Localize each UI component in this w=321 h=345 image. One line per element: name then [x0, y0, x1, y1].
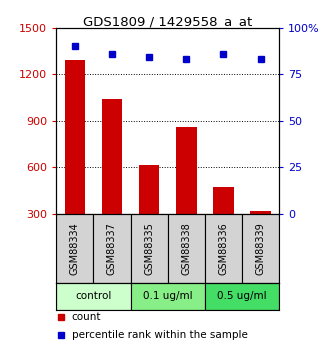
- Bar: [168, 214, 205, 283]
- Text: percentile rank within the sample: percentile rank within the sample: [72, 329, 248, 339]
- Text: GSM88339: GSM88339: [256, 222, 266, 275]
- Bar: [65, 60, 85, 214]
- Bar: [56, 214, 93, 283]
- Text: 0.1 ug/ml: 0.1 ug/ml: [143, 292, 193, 302]
- Bar: [131, 214, 168, 283]
- Bar: [93, 214, 131, 283]
- Bar: [139, 165, 159, 214]
- Bar: [242, 214, 279, 283]
- Bar: [131, 283, 205, 309]
- Text: GSM88336: GSM88336: [219, 222, 229, 275]
- Text: count: count: [72, 312, 101, 322]
- Bar: [176, 127, 196, 214]
- Bar: [250, 210, 271, 214]
- Bar: [56, 283, 131, 309]
- Bar: [205, 283, 279, 309]
- Title: GDS1809 / 1429558_a_at: GDS1809 / 1429558_a_at: [83, 14, 252, 28]
- Bar: [205, 214, 242, 283]
- Text: GSM88335: GSM88335: [144, 222, 154, 275]
- Text: GSM88338: GSM88338: [181, 222, 191, 275]
- Text: control: control: [75, 292, 111, 302]
- Bar: [102, 99, 122, 214]
- Text: 0.5 ug/ml: 0.5 ug/ml: [217, 292, 267, 302]
- Bar: [213, 187, 234, 214]
- Text: GSM88334: GSM88334: [70, 222, 80, 275]
- Text: GSM88337: GSM88337: [107, 222, 117, 275]
